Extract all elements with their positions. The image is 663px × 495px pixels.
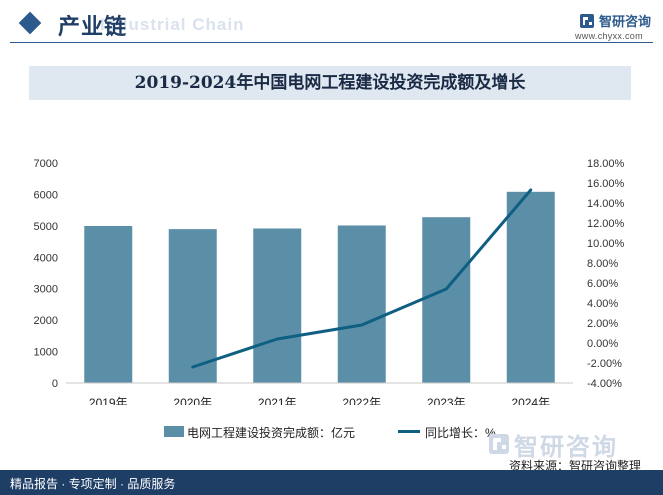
diamond-icon [18,11,42,35]
brand-logo-icon [580,14,594,28]
line-series [191,188,533,369]
header-background-text: Industrial Chain [100,15,245,34]
combo-chart: 0 1000 2000 3000 4000 5000 6000 7000 -4.00% -2.0… [34,158,625,405]
left-axis-tick-label: 6000 [34,189,58,201]
bar-2023年 [422,217,471,383]
x-axis-tick-label: 2022年 [342,396,381,405]
header: Industrial Chain 产业链 智研咨询 www.chyxx.com [0,0,663,48]
footer-band: 精品报告 · 专项定制 · 品质服务 [0,470,663,495]
footer-brand-watermark: 智研咨询 [514,434,618,461]
bar-2020年 [168,229,217,383]
legend-line-label: 同比增长：% [425,426,496,440]
legend-bar-swatch [164,426,184,437]
x-axis-tick-label: 2024年 [511,396,550,405]
x-axis-ticks: 2019年 2020年 2021年 2022年 2023年 2024年 [89,396,550,405]
right-axis-tick-label: -2.00% [587,358,622,370]
left-axis-tick-label: 7000 [34,158,58,170]
left-axis-tick-label: 0 [52,378,58,390]
right-axis-tick-label: 2.00% [587,318,618,330]
left-axis-ticks: 0 1000 2000 3000 4000 5000 6000 7000 [34,158,58,390]
left-axis-tick-label: 2000 [34,315,58,327]
left-axis-tick-label: 5000 [34,221,58,233]
bar-2022年 [337,225,386,383]
right-axis-tick-label: 14.00% [587,198,625,210]
legend-line-swatch [398,430,420,433]
bar-series [84,191,555,383]
chart-title-band: 2019-2024年中国电网工程建设投资完成额及增长 [29,66,631,100]
right-axis-tick-label: 4.00% [587,298,618,310]
x-axis-tick-label: 2019年 [89,396,128,405]
bar-2024年 [506,191,555,383]
section-title: 产业链 [58,14,128,39]
x-axis-tick-label: 2023年 [427,396,466,405]
footer-services: 精品报告 · 专项定制 · 品质服务 [10,477,176,491]
right-axis-tick-label: 12.00% [587,218,625,230]
bar-2021年 [253,228,302,383]
right-axis-tick-label: 0.00% [587,338,618,350]
right-axis-ticks: -4.00% -2.00% 0.00% 2.00% 4.00% 6.00% 8.00% 10.… [587,158,625,390]
footer-logo-icon [489,434,509,454]
bar-2019年 [84,226,133,383]
right-axis-tick-label: -4.00% [587,378,622,390]
brand-url: www.chyxx.com [575,31,643,41]
chart-title: 2019-2024年中国电网工程建设投资完成额及增长 [134,73,526,93]
left-axis-tick-label: 1000 [34,347,58,359]
data-source: 资料来源：智研咨询整理 [509,459,642,473]
right-axis-tick-label: 8.00% [587,258,618,270]
x-axis-tick-label: 2021年 [258,396,297,405]
left-axis-tick-label: 3000 [34,284,58,296]
right-axis-tick-label: 10.00% [587,238,625,250]
brand-name: 智研咨询 [599,14,652,29]
left-axis-tick-label: 4000 [34,252,58,264]
right-axis-tick-label: 6.00% [587,278,618,290]
legend-bar-label: 电网工程建设投资完成额：亿元 [187,426,356,440]
legend: 电网工程建设投资完成额：亿元 同比增长：% [0,420,663,444]
right-axis-tick-label: 16.00% [587,178,625,190]
header-divider [10,42,653,43]
x-axis-tick-label: 2020年 [173,396,212,405]
right-axis-tick-label: 18.00% [587,158,625,170]
